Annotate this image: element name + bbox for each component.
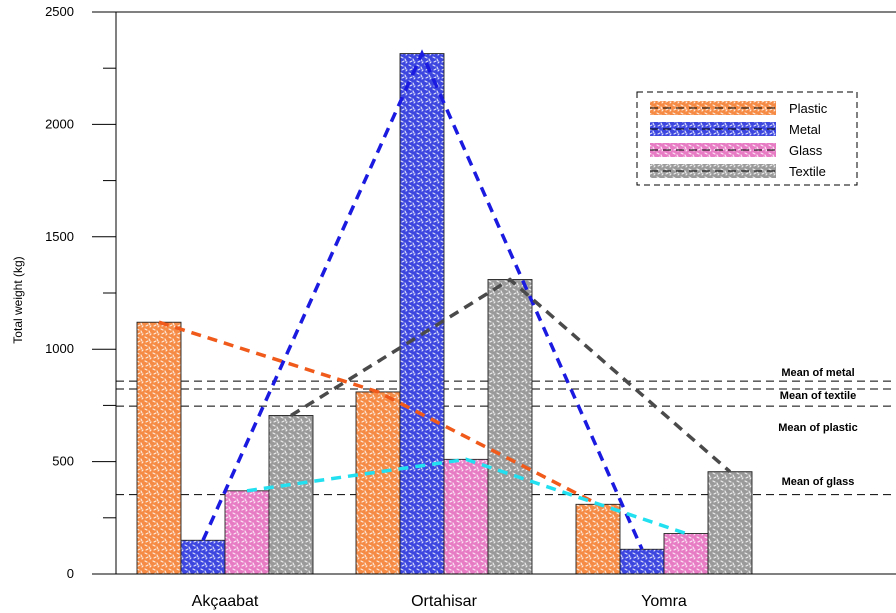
bar-plastic-1 bbox=[355, 391, 401, 575]
bar-glass-2 bbox=[663, 533, 709, 575]
category-label: Ortahisar bbox=[411, 593, 477, 610]
legend-label: Glass bbox=[789, 143, 823, 158]
legend-swatch bbox=[650, 164, 776, 178]
bar-textile-2 bbox=[707, 471, 753, 575]
trend-lines bbox=[158, 49, 732, 550]
y-axis-label: Total weight (kg) bbox=[11, 256, 25, 343]
bars bbox=[136, 53, 753, 575]
bar-metal-2 bbox=[619, 548, 665, 575]
trend-line-glass bbox=[246, 457, 687, 536]
legend-label: Textile bbox=[789, 164, 826, 179]
mean-label: Mean of glass bbox=[782, 476, 855, 488]
mean-labels: Mean of metal Mean of textile Mean of plas… bbox=[778, 367, 857, 488]
y-tick-label: 0 bbox=[67, 566, 74, 581]
category-label: Akçaabat bbox=[192, 593, 259, 610]
mean-label: Mean of textile bbox=[780, 390, 856, 402]
trend-line-plastic bbox=[158, 320, 599, 506]
trend-line-textile bbox=[290, 277, 732, 474]
mean-label: Mean of metal bbox=[781, 367, 854, 379]
trend-line-metal bbox=[201, 49, 644, 550]
bar-plastic-0 bbox=[136, 321, 182, 575]
bar-glass-0 bbox=[224, 490, 270, 575]
category-label: Yomra bbox=[641, 593, 687, 610]
bar-textile-1 bbox=[487, 279, 533, 575]
bar-metal-1 bbox=[399, 53, 445, 575]
y-tick-label: 500 bbox=[52, 454, 74, 469]
y-tick-label: 2000 bbox=[45, 116, 74, 131]
legend-swatch bbox=[650, 143, 776, 157]
legend-swatch bbox=[650, 101, 776, 115]
legend: Plastic Metal Glass Textile bbox=[636, 91, 858, 186]
bar-textile-0 bbox=[268, 415, 314, 575]
bar-glass-1 bbox=[443, 458, 489, 575]
legend-label: Metal bbox=[789, 122, 821, 137]
bar-metal-0 bbox=[180, 539, 226, 575]
legend-label: Plastic bbox=[789, 101, 828, 116]
mean-label: Mean of plastic bbox=[778, 422, 857, 434]
legend-swatch bbox=[650, 122, 776, 136]
y-tick-label: 1000 bbox=[45, 341, 74, 356]
y-tick-label: 1500 bbox=[45, 229, 74, 244]
axes: 0 500 1000 1500 2000 2500 Akçaabat Ortahisar Yom… bbox=[45, 4, 896, 610]
bar-plastic-2 bbox=[575, 503, 621, 575]
y-tick-label: 2500 bbox=[45, 4, 74, 19]
